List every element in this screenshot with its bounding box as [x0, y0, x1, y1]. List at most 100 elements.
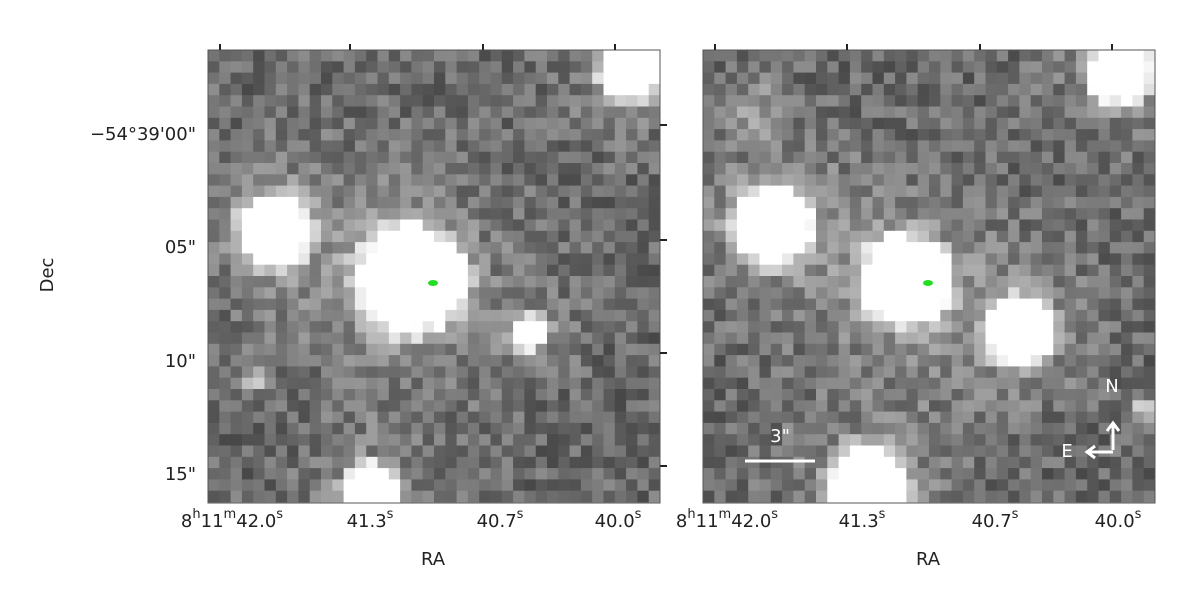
pixel — [264, 264, 277, 277]
pixel — [614, 445, 627, 458]
pixel — [804, 117, 817, 130]
pixel — [321, 242, 333, 254]
pixel — [838, 264, 851, 277]
pixel — [580, 321, 593, 333]
pixel — [445, 389, 457, 401]
pixel — [714, 422, 726, 435]
pixel — [287, 230, 299, 243]
pixel — [400, 106, 412, 119]
pixel — [558, 219, 570, 232]
pixel — [838, 321, 851, 333]
pixel — [388, 468, 401, 480]
pixel — [748, 219, 760, 232]
pixel — [241, 50, 254, 62]
pixel — [343, 196, 356, 209]
pixel — [759, 343, 772, 356]
pixel — [736, 276, 749, 288]
pixel — [1008, 242, 1020, 254]
pixel — [377, 309, 390, 322]
pixel — [1098, 208, 1111, 220]
pixel — [524, 456, 537, 469]
pixel — [377, 72, 390, 85]
pixel — [804, 208, 817, 220]
pixel — [1030, 185, 1043, 198]
pixel — [456, 309, 469, 322]
pixel — [985, 185, 998, 198]
pixel — [1075, 253, 1088, 266]
pixel — [725, 196, 738, 209]
pixel — [906, 400, 919, 412]
pixel — [366, 50, 378, 62]
pixel — [400, 468, 412, 480]
pixel — [241, 151, 254, 164]
pixel — [354, 389, 367, 401]
pixel — [1042, 343, 1054, 356]
pixel — [411, 230, 424, 243]
pixel — [782, 264, 794, 277]
pixel — [321, 456, 333, 469]
pixel — [434, 230, 446, 243]
pixel — [354, 377, 367, 390]
pixel — [456, 140, 469, 153]
pixel — [940, 230, 952, 243]
pixel — [309, 253, 322, 266]
pixel — [524, 287, 537, 299]
pixel — [343, 355, 356, 367]
pixel — [1008, 366, 1020, 379]
pixel — [1042, 456, 1054, 469]
pixel — [501, 151, 514, 164]
pixel — [736, 174, 749, 186]
pixel — [906, 366, 919, 379]
pixel — [895, 185, 907, 198]
pixel — [782, 50, 794, 62]
pixel — [906, 355, 919, 367]
pixel — [1143, 163, 1156, 175]
pixel — [377, 276, 390, 288]
pixel — [1019, 332, 1032, 345]
pixel — [1098, 400, 1111, 412]
pixel — [725, 208, 738, 220]
pixel — [1075, 400, 1088, 412]
pixel — [804, 106, 817, 119]
pixel — [400, 219, 412, 232]
pixel — [264, 230, 277, 243]
pixel — [287, 163, 299, 175]
pixel — [343, 95, 356, 107]
pixel — [1042, 242, 1054, 254]
pixel — [962, 230, 975, 243]
pixel — [366, 422, 378, 435]
pixel — [940, 355, 952, 367]
pixel — [1075, 50, 1088, 62]
pixel — [547, 434, 559, 446]
pixel — [703, 366, 715, 379]
tick-label-part: 42.0 — [731, 511, 771, 532]
pixel — [411, 151, 424, 164]
pixel — [714, 253, 726, 266]
pixel — [547, 468, 559, 480]
pixel — [782, 174, 794, 186]
pixel — [219, 456, 231, 469]
pixel — [725, 72, 738, 85]
pixel — [332, 276, 344, 288]
pixel — [603, 355, 616, 367]
pixel — [479, 242, 491, 254]
pixel — [996, 298, 1009, 311]
pixel — [703, 298, 715, 311]
pixel — [849, 242, 862, 254]
pixel — [1075, 61, 1088, 73]
pixel — [782, 276, 794, 288]
pixel — [895, 174, 907, 186]
pixel — [1132, 389, 1145, 401]
pixel — [906, 230, 919, 243]
pixel — [456, 185, 469, 198]
pixel — [366, 151, 378, 164]
pixel — [343, 230, 356, 243]
pixel — [230, 411, 243, 424]
pixel — [264, 377, 277, 390]
pixel — [895, 445, 907, 458]
pixel — [275, 490, 288, 503]
pixel — [1075, 445, 1088, 458]
pixel — [951, 434, 964, 446]
pixel — [264, 287, 277, 299]
pixel — [298, 490, 311, 503]
